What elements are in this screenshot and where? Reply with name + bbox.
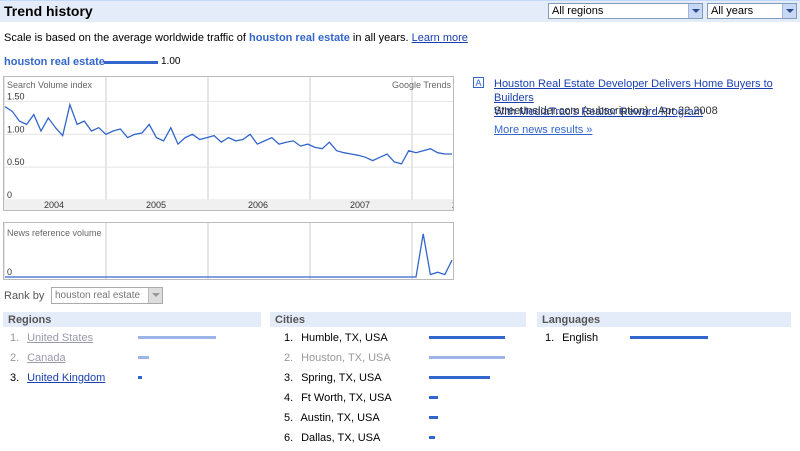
news-volume-svg: 0: [3, 223, 453, 279]
region-select[interactable]: All regions: [548, 3, 703, 19]
rank-number: 3.: [10, 372, 20, 384]
list-item: 3. Spring, TX, USA: [284, 371, 524, 391]
legend-term: houston real estate: [4, 56, 105, 68]
city-bar: [429, 436, 435, 439]
region-bar: [138, 376, 142, 379]
rank-by-select[interactable]: houston real estate: [51, 287, 163, 304]
rank-number: 3.: [284, 372, 294, 384]
year-select-value: All years: [711, 5, 754, 17]
cities-heading: Cities: [270, 312, 526, 327]
scale-note-suffix: in all years.: [352, 32, 409, 44]
rank-by-value: houston real estate: [55, 290, 141, 301]
region-link-united-kingdom[interactable]: United Kingdom: [27, 372, 106, 384]
city-name: Austin, TX, USA: [300, 412, 380, 424]
y-tick-label: 0: [7, 267, 12, 277]
list-item: 6. Dallas, TX, USA: [284, 431, 524, 451]
google-trends-watermark: Google Trends: [392, 80, 452, 90]
city-name: Spring, TX, USA: [301, 372, 382, 384]
city-bar: [429, 396, 438, 399]
list-item: 5. Austin, TX, USA: [284, 411, 524, 431]
rank-number: 1.: [284, 332, 294, 344]
rank-number: 1.: [545, 332, 555, 344]
region-bar: [138, 356, 149, 359]
scale-note-text: Scale is based on the average worldwide …: [4, 32, 246, 44]
x-tick-label: 2008: [452, 200, 453, 210]
x-tick-label: 2005: [146, 200, 166, 210]
learn-more-link[interactable]: Learn more: [411, 32, 468, 44]
x-tick-label: 2007: [350, 200, 370, 210]
x-tick-label: 2006: [248, 200, 268, 210]
region-link-canada[interactable]: Canada: [27, 352, 66, 364]
city-name: Humble, TX, USA: [301, 332, 388, 344]
news-source: StreetInsider.com (subscription) - Apr 2…: [494, 105, 718, 117]
regions-list: 1. United States 2. Canada 3. United Kin…: [10, 331, 260, 391]
list-item: 2. Canada: [10, 351, 260, 371]
legend-swatch: [104, 61, 158, 64]
chevron-down-icon: [782, 4, 796, 18]
city-bar: [429, 356, 505, 359]
rank-number: 5.: [284, 412, 294, 424]
rank-number: 1.: [10, 332, 20, 344]
news-marker-a[interactable]: A: [473, 77, 484, 88]
scale-note: Scale is based on the average worldwide …: [4, 32, 468, 44]
rank-number: 6.: [284, 432, 294, 444]
cities-list: 1. Humble, TX, USA 2. Houston, TX, USA 3…: [284, 331, 524, 451]
list-item: 1. United States: [10, 331, 260, 351]
city-bar: [429, 336, 505, 339]
y-tick-label: 0: [7, 190, 12, 200]
search-volume-chart: 0 0.50 1.00 1.50 2004 2005 2006 2007 2008: [3, 76, 472, 211]
y-tick-label: 0.50: [7, 157, 25, 167]
search-volume-line: [4, 102, 452, 165]
rank-number: 4.: [284, 392, 294, 404]
region-select-value: All regions: [552, 5, 604, 17]
list-item: 1. English: [545, 331, 785, 351]
news-volume-label: News reference volume: [7, 228, 102, 238]
more-news-link[interactable]: More news results »: [494, 124, 593, 136]
x-tick-label: 2004: [44, 200, 64, 210]
rank-number: 2.: [284, 352, 294, 364]
city-bar: [429, 376, 490, 379]
news-headline-line2[interactable]: With MediaTrac's Realtor Reward Program: [494, 106, 703, 118]
list-item: 3. United Kingdom: [10, 371, 260, 391]
list-item: 2. Houston, TX, USA: [284, 351, 524, 371]
page-title: Trend history: [4, 3, 93, 19]
language-name: English: [562, 332, 599, 344]
news-source-text: StreetInsider.com (subscription) -: [494, 105, 658, 117]
city-name: Ft Worth, TX, USA: [301, 392, 392, 404]
y-tick-label: 1.50: [7, 91, 25, 101]
news-volume-chart: 0: [3, 222, 454, 280]
year-select[interactable]: All years: [707, 3, 797, 19]
news-headline-line1[interactable]: Houston Real Estate Developer Delivers H…: [494, 78, 773, 104]
region-bar: [138, 336, 216, 339]
rank-number: 2.: [10, 352, 20, 364]
news-headline[interactable]: Houston Real Estate Developer Delivers H…: [494, 77, 794, 119]
city-bar: [429, 416, 438, 419]
languages-list: 1. English: [545, 331, 785, 351]
chevron-down-icon: [148, 288, 162, 303]
city-name: Dallas, TX, USA: [301, 432, 381, 444]
city-name: Houston, TX, USA: [301, 352, 391, 364]
languages-heading: Languages: [537, 312, 791, 327]
list-item: 1. Humble, TX, USA: [284, 331, 524, 351]
chevron-down-icon: [688, 4, 702, 18]
scale-note-term: houston real estate: [249, 32, 350, 44]
region-link-united-states[interactable]: United States: [27, 332, 94, 344]
y-tick-label: 1.00: [7, 124, 25, 134]
news-volume-line: [5, 233, 453, 278]
rank-by-label: Rank by: [4, 290, 45, 302]
search-volume-label: Search Volume index: [7, 80, 93, 90]
language-bar: [630, 336, 708, 339]
regions-heading: Regions: [3, 312, 261, 327]
x-axis-strip: [4, 200, 453, 210]
list-item: 4. Ft Worth, TX, USA: [284, 391, 524, 411]
legend-value: 1.00: [161, 56, 181, 67]
news-date: Apr 22 2008: [657, 105, 718, 117]
search-volume-svg: 0 0.50 1.00 1.50 2004 2005 2006 2007 2008: [3, 77, 472, 210]
